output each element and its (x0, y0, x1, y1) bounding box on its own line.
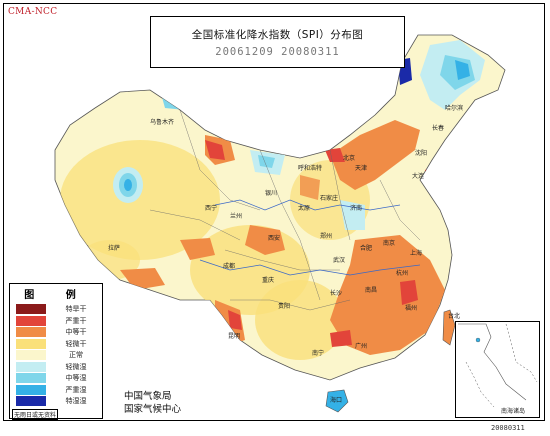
rivers (199, 199, 421, 276)
legend-row: 中等湿 (16, 373, 102, 383)
legend-label: 严重干 (65, 316, 87, 325)
spi-regions (60, 40, 485, 360)
city-label: 沈阳 (415, 149, 427, 157)
city-label: 贵阳 (278, 302, 290, 310)
city-label: 呼和浩特 (298, 164, 322, 172)
map-title: 全国标准化降水指数（SPI）分布图 (191, 29, 364, 41)
legend: 图 例 特旱干严重干中等干轻微干正常轻微湿中等湿严重湿特湿湿 无雨日或无资料 (9, 283, 103, 420)
city-label: 合肥 (360, 244, 372, 252)
city-label: 大连 (412, 172, 424, 180)
legend-label: 轻微湿 (65, 362, 87, 371)
legend-title: 图 例 (24, 290, 90, 301)
date-range: 20061209 20080311 (215, 46, 340, 58)
legend-label: 中等湿 (65, 374, 87, 382)
city-labels: 乌鲁木齐 拉萨 西宁 兰州 银川 呼和浩特 北京 天津 石家庄 太原 济南 郑州… (108, 104, 463, 404)
city-label: 南京 (383, 239, 395, 247)
inset-map (458, 323, 538, 408)
legend-swatch (16, 350, 46, 360)
legend-row: 中等干 (16, 327, 102, 337)
city-label: 济南 (350, 204, 362, 212)
city-label: 台北 (448, 312, 460, 320)
legend-row: 轻微湿 (16, 361, 102, 372)
hainan (325, 389, 349, 413)
south-china-sea-inset: 南海诸岛 (455, 321, 540, 418)
legend-row: 正常 (16, 350, 102, 360)
product-code: 20080311 (491, 424, 525, 432)
legend-row: 严重干 (16, 315, 102, 326)
city-label: 杭州 (396, 269, 408, 277)
city-label: 海口 (330, 396, 342, 404)
city-label: 成都 (223, 262, 235, 270)
city-label: 银川 (265, 189, 277, 197)
city-label: 广州 (355, 342, 367, 350)
city-label: 石家庄 (320, 194, 338, 202)
legend-swatch (16, 338, 46, 349)
legend-row: 特湿湿 (16, 396, 102, 406)
legend-label: 中等干 (65, 328, 87, 336)
city-label: 太原 (298, 204, 310, 212)
legend-row: 轻微干 (16, 338, 102, 349)
legend-row: 严重湿 (16, 384, 102, 395)
legend-label: 轻微干 (65, 339, 87, 348)
city-label: 哈尔滨 (445, 104, 463, 112)
legend-swatch (16, 304, 46, 314)
legend-swatch (16, 396, 46, 406)
legend-row: 特旱干 (16, 304, 102, 314)
title-box: 全国标准化降水指数（SPI）分布图 20061209 20080311 (150, 16, 405, 68)
inset-label: 南海诸岛 (501, 408, 526, 415)
city-label: 兰州 (230, 212, 242, 220)
legend-swatch (16, 361, 46, 372)
map-frame (3, 3, 545, 421)
agency-line: 中国气象局 (124, 391, 172, 402)
city-label: 长春 (432, 124, 444, 132)
legend-swatch (16, 373, 46, 383)
city-label: 西安 (268, 234, 280, 242)
agency-line: 国家气候中心 (124, 404, 182, 415)
city-label: 武汉 (333, 256, 345, 264)
legend-label: 特湿湿 (65, 397, 87, 405)
legend-note: 无雨日或无资料 (12, 409, 59, 420)
legend-label: 严重湿 (65, 385, 87, 394)
taiwan (442, 309, 456, 346)
city-label: 西宁 (205, 204, 217, 212)
legend-swatch (16, 315, 46, 326)
city-label: 福州 (405, 304, 417, 312)
city-label: 郑州 (320, 232, 332, 240)
city-label: 长沙 (330, 289, 342, 297)
city-label: 拉萨 (108, 244, 120, 252)
city-label: 乌鲁木齐 (150, 118, 174, 126)
legend-label: 特旱干 (65, 305, 87, 313)
city-label: 重庆 (262, 276, 274, 284)
city-label: 昆明 (228, 333, 240, 340)
city-label: 南昌 (365, 286, 377, 294)
city-label: 上海 (410, 249, 422, 257)
legend-swatch (16, 327, 46, 337)
corner-label: CMA-NCC (8, 7, 58, 17)
city-label: 天津 (355, 165, 367, 172)
legend-label: 正常 (69, 351, 83, 359)
legend-swatch (16, 384, 46, 395)
city-label: 南宁 (312, 349, 324, 357)
city-label: 北京 (343, 154, 355, 162)
agency-block: 中国气象局 国家气候中心 (124, 390, 181, 416)
